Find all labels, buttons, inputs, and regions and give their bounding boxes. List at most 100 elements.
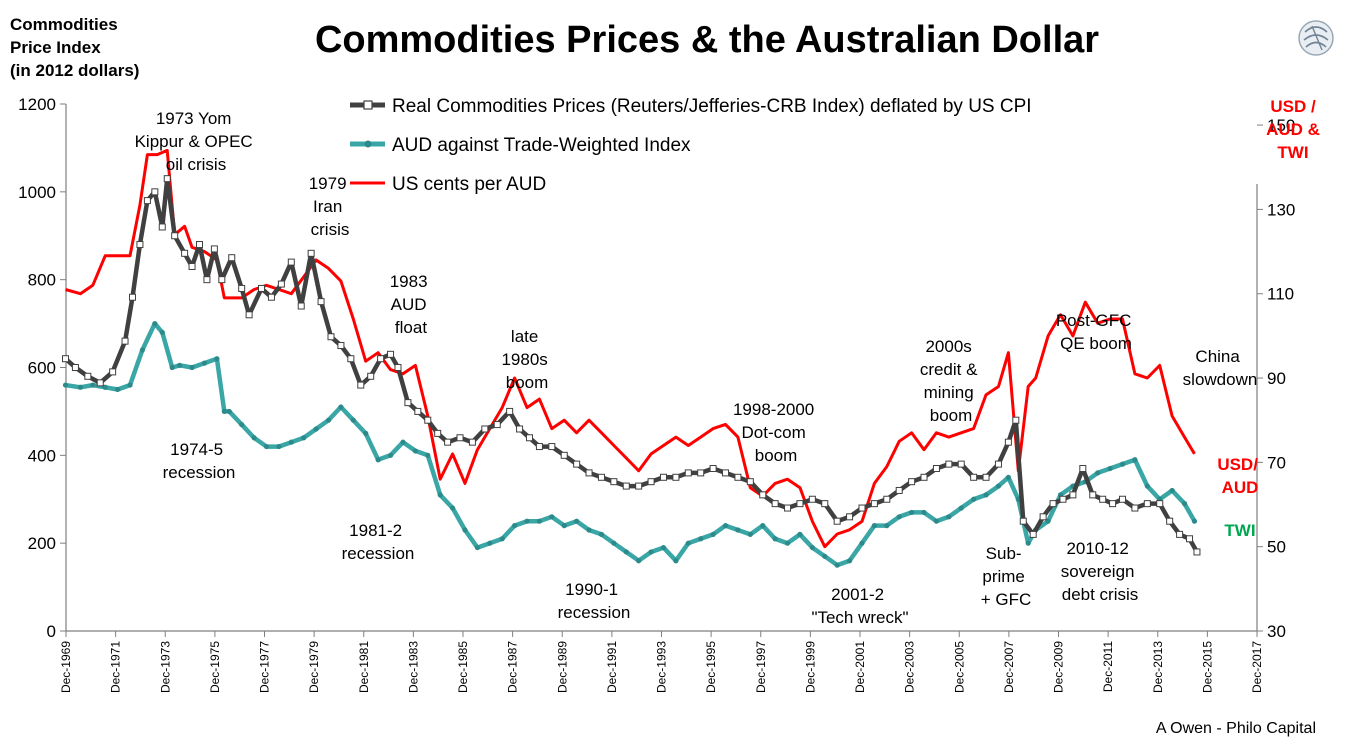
data-point	[932, 465, 940, 473]
data-point	[1181, 501, 1188, 507]
left-tick-label: 400	[28, 446, 56, 465]
data-point	[481, 425, 489, 433]
data-point	[424, 416, 432, 424]
series-commodities	[62, 175, 1201, 556]
data-point	[1099, 495, 1107, 503]
data-point	[228, 254, 236, 262]
data-point	[660, 544, 667, 551]
data-point	[152, 320, 158, 327]
data-point	[177, 362, 183, 368]
data-point	[1109, 500, 1117, 508]
data-point	[159, 329, 165, 335]
x-axis-tick-labels: Dec-1969 Dec-1971 Dec-1973 Dec-1975 Dec-1977…	[59, 641, 1264, 693]
data-point	[822, 553, 828, 559]
data-point	[535, 443, 543, 451]
data-point	[909, 509, 915, 516]
data-point	[90, 382, 96, 388]
data-point	[1156, 500, 1164, 508]
data-point	[1049, 500, 1057, 508]
data-point	[195, 241, 203, 249]
data-point	[697, 469, 705, 477]
data-point	[1186, 535, 1194, 543]
data-point	[387, 350, 395, 358]
data-point	[698, 536, 704, 542]
data-point	[367, 372, 375, 380]
x-tick-label: Dec-1993	[655, 641, 669, 693]
right-axis-title-line3: TWI	[1277, 143, 1308, 162]
data-point	[722, 469, 730, 477]
data-point	[1025, 540, 1031, 546]
data-point	[238, 284, 246, 292]
data-point	[1143, 500, 1151, 508]
data-point	[327, 333, 335, 341]
data-point	[958, 505, 964, 511]
data-point	[77, 384, 83, 390]
data-point	[203, 276, 211, 284]
annotation-post-gfc: Post-GFC QE boom	[1056, 311, 1136, 353]
data-point	[1193, 548, 1201, 556]
x-tick-label: Dec-1991	[605, 641, 619, 693]
data-point	[734, 473, 742, 481]
data-point	[946, 514, 952, 520]
data-point	[449, 505, 456, 511]
data-point	[561, 523, 567, 529]
data-point	[221, 408, 227, 415]
data-point	[585, 469, 593, 477]
x-tick-label: Dec-1977	[258, 641, 272, 693]
legend-twi: AUD against Trade-Weighted Index	[392, 135, 691, 156]
x-tick-label: Dec-1979	[307, 641, 321, 693]
data-point	[151, 188, 159, 196]
data-point	[516, 425, 524, 433]
data-point	[487, 540, 493, 546]
x-tick-label: Dec-2013	[1151, 641, 1165, 693]
data-point	[169, 364, 175, 371]
data-point	[1119, 461, 1126, 467]
data-point	[1095, 470, 1101, 476]
data-point	[121, 337, 129, 345]
legend-usd: US cents per AUD	[392, 174, 546, 195]
data-point	[226, 408, 232, 415]
right-tick-label: 110	[1267, 285, 1294, 304]
data-point	[833, 517, 841, 525]
data-point	[610, 478, 618, 486]
x-tick-label: Dec-1971	[109, 641, 123, 693]
data-point	[96, 379, 104, 387]
series-usd	[65, 148, 1196, 549]
data-point	[846, 513, 854, 521]
data-point	[307, 249, 315, 257]
x-tick-label: Dec-2009	[1052, 641, 1066, 693]
data-point	[109, 368, 117, 376]
data-point	[597, 473, 605, 481]
data-point	[317, 298, 325, 306]
data-point	[1045, 518, 1051, 524]
series-line	[65, 148, 1196, 549]
right-tick-label: 30	[1267, 622, 1286, 641]
data-point	[189, 364, 195, 371]
data-point	[673, 558, 679, 564]
data-point	[1107, 465, 1113, 472]
data-point	[735, 527, 741, 533]
data-point	[136, 241, 144, 249]
data-point	[548, 443, 556, 451]
data-point	[598, 531, 605, 537]
data-point	[957, 460, 965, 468]
data-point	[560, 451, 568, 459]
data-point	[846, 558, 853, 564]
left-tick-label: 800	[28, 271, 56, 290]
data-point	[1089, 491, 1097, 499]
right-tick-label: 50	[1267, 538, 1286, 557]
data-point	[648, 549, 654, 555]
data-point	[181, 249, 189, 257]
data-point	[377, 355, 385, 363]
data-point	[394, 364, 402, 371]
data-point	[834, 562, 840, 568]
x-tick-label: Dec-2001	[853, 641, 867, 693]
data-point	[1144, 483, 1150, 489]
data-point	[357, 381, 365, 389]
series-twi	[62, 320, 1198, 568]
data-point	[1039, 513, 1047, 521]
data-point	[425, 452, 431, 458]
data-point	[301, 435, 307, 441]
data-point	[722, 523, 729, 529]
